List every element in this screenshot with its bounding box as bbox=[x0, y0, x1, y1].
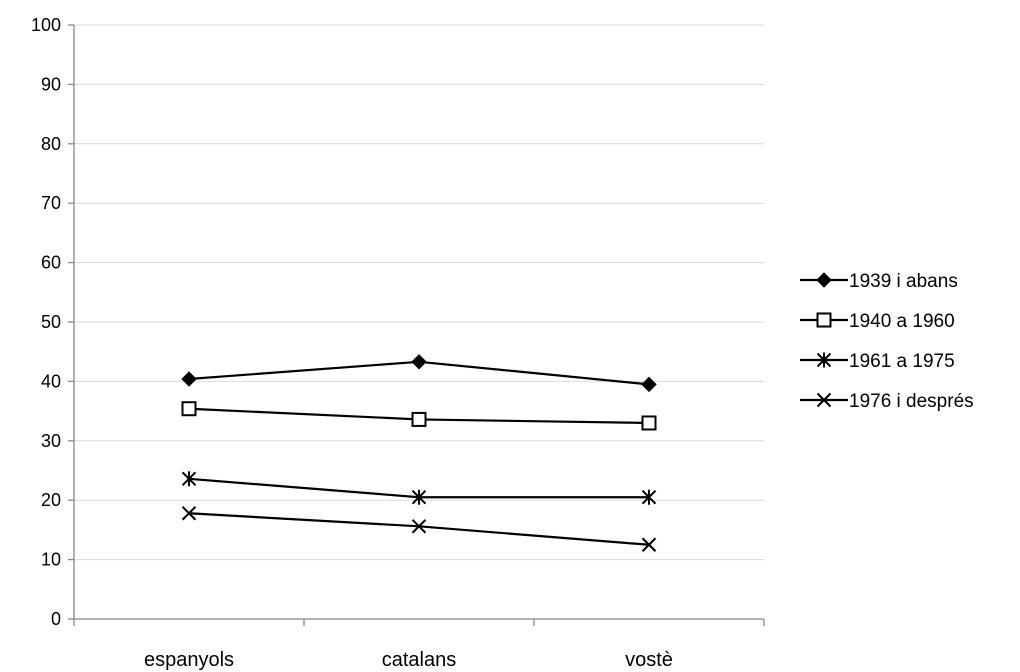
y-tick-label: 0 bbox=[51, 609, 61, 629]
data-point-marker bbox=[181, 506, 197, 521]
data-point-marker bbox=[411, 411, 427, 427]
x-category-label: catalans bbox=[382, 649, 457, 671]
y-tick-label: 40 bbox=[41, 371, 61, 391]
data-point-marker bbox=[641, 537, 657, 552]
series-1 bbox=[181, 354, 657, 393]
data-point-marker bbox=[816, 312, 832, 328]
legend-entry: 1940 a 1960 bbox=[800, 311, 955, 332]
series-group bbox=[181, 354, 657, 552]
x-category-label: espanyols bbox=[144, 649, 234, 671]
legend-label: 1939 i abans bbox=[849, 271, 958, 292]
y-tick-label: 90 bbox=[41, 74, 61, 94]
legend-entry: 1961 a 1975 bbox=[800, 351, 955, 372]
marker-stroke bbox=[181, 506, 197, 521]
data-point-marker bbox=[181, 371, 197, 387]
data-point-marker bbox=[181, 401, 197, 417]
data-point-marker bbox=[641, 376, 657, 393]
legend-entry: 1976 i després bbox=[800, 391, 974, 412]
gridlines bbox=[74, 24, 764, 561]
legend-label: 1976 i després bbox=[849, 391, 974, 412]
series-2 bbox=[181, 401, 657, 431]
data-point-marker bbox=[641, 415, 657, 431]
legend: 1939 i abans 1940 a 1960 1961 a 1975 1976 i… bbox=[800, 271, 974, 412]
y-tick-label: 20 bbox=[41, 490, 61, 510]
data-point-marker bbox=[411, 354, 427, 370]
y-tick-label: 30 bbox=[41, 431, 61, 451]
axes bbox=[68, 24, 765, 626]
data-point-marker bbox=[411, 519, 427, 534]
legend-label: 1961 a 1975 bbox=[849, 351, 955, 372]
y-tick-label: 80 bbox=[41, 134, 61, 154]
data-point-marker bbox=[816, 352, 832, 368]
data-point-marker bbox=[411, 489, 427, 505]
y-tick-label: 60 bbox=[41, 253, 61, 273]
x-axis-category-labels: espanyols catalans vostè bbox=[144, 649, 673, 671]
y-axis-tick-labels: 0 10 20 30 40 50 60 70 80 90 100 bbox=[31, 15, 61, 629]
legend-label: 1940 a 1960 bbox=[849, 311, 955, 332]
data-point-marker bbox=[181, 471, 197, 487]
y-tick-label: 100 bbox=[31, 15, 61, 35]
y-tick-label: 70 bbox=[41, 193, 61, 213]
series-line bbox=[188, 512, 650, 546]
legend-entry: 1939 i abans bbox=[800, 271, 958, 292]
data-point-marker bbox=[816, 272, 832, 288]
series-4 bbox=[181, 506, 657, 552]
marker-stroke bbox=[641, 537, 657, 552]
data-point-marker bbox=[816, 392, 832, 408]
x-category-label: vostè bbox=[625, 649, 673, 671]
marker-stroke bbox=[411, 519, 427, 534]
y-tick-label: 50 bbox=[41, 312, 61, 332]
data-point-marker bbox=[641, 489, 657, 505]
series-3 bbox=[181, 471, 657, 505]
y-tick-label: 10 bbox=[41, 550, 61, 570]
marker-stroke bbox=[816, 392, 832, 408]
